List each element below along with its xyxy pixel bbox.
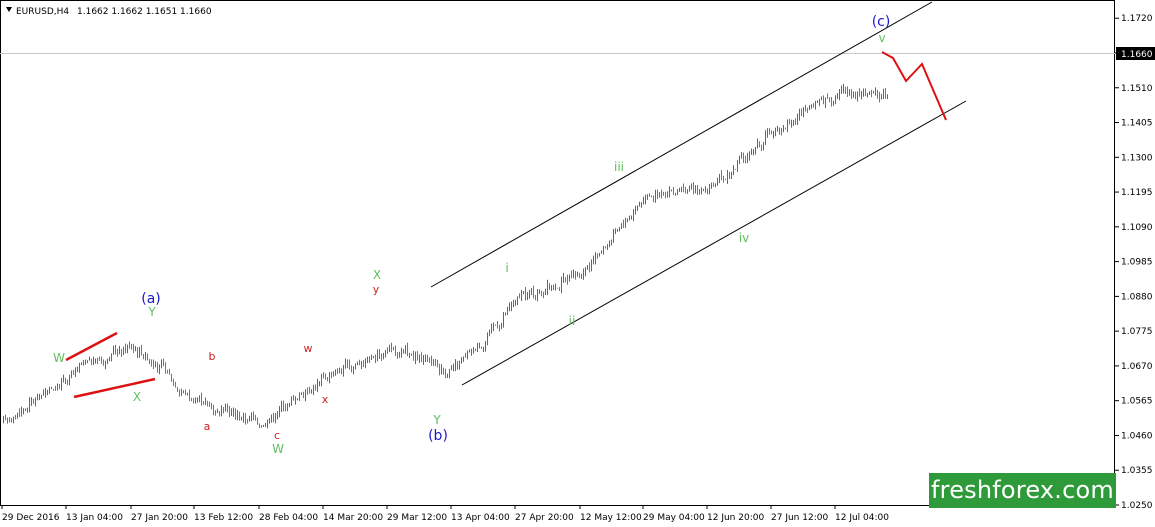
wave-label: v [878, 31, 885, 45]
price-tick-label: 1.1195 [1121, 188, 1153, 198]
time-tick-label: 29 May 04:00 [643, 513, 705, 523]
time-tick-label: 28 Feb 04:00 [259, 513, 318, 523]
wave-label: x [322, 393, 329, 406]
current-price-tag: 1.1660 [1116, 47, 1155, 60]
current-price-box [1116, 47, 1155, 60]
price-tick-label: 1.0880 [1121, 292, 1153, 302]
time-tick-label: 13 Feb 12:00 [194, 513, 253, 523]
wave-label: iii [614, 160, 624, 174]
forecast-path [881, 51, 947, 121]
price-tick-label: 1.1510 [1121, 84, 1153, 94]
price-tick-label: 1.0355 [1121, 466, 1153, 476]
time-tick-label: 29 Mar 12:00 [387, 513, 447, 523]
price-tick-label: 1.0775 [1121, 327, 1153, 337]
overlays [65, 1, 967, 399]
wave-label: W [272, 442, 284, 456]
wave-label: iv [739, 231, 749, 245]
time-tick-label: 29 Dec 2016 [2, 513, 60, 523]
time-tick-label: 27 Jun 12:00 [771, 513, 828, 523]
time-tick-label: 12 Jul 04:00 [835, 513, 889, 523]
time-tick-label: 27 Jan 20:00 [131, 513, 188, 523]
price-tick-label: 1.0460 [1121, 431, 1153, 441]
price-tick-label: 1.0565 [1121, 397, 1153, 407]
plot-frame [0, 0, 1115, 506]
wave-label: b [209, 350, 216, 363]
time-tick-label: 13 Jan 04:00 [66, 513, 123, 523]
wave-label: (c) [872, 14, 891, 30]
time-tick-label: 27 Apr 20:00 [515, 513, 574, 523]
time-tick-label: 13 Apr 04:00 [451, 513, 510, 523]
wave-label: w [304, 342, 313, 355]
price-tick-label: 1.1720 [1121, 14, 1153, 24]
current-price-text: 1.1660 [1121, 50, 1153, 60]
wave-label: c [274, 429, 280, 442]
price-tick-label: 1.0985 [1121, 258, 1153, 268]
triangle-lower-line [73, 377, 156, 399]
wave-label: a [204, 420, 211, 433]
time-tick-label: 12 May 12:00 [580, 513, 642, 523]
price-tick-label: 1.1300 [1121, 153, 1153, 163]
channel-upper-line [430, 1, 933, 288]
time-axis: 29 Dec 2016 13 Jan 04:00 27 Jan 20:00 13 Fe… [1, 505, 889, 523]
wave-label: X [133, 390, 141, 404]
time-tick-label: 12 Jun 20:00 [707, 513, 764, 523]
wave-label: X [373, 268, 381, 282]
ohlc-label: 1.1662 1.1662 1.1651 1.1660 [77, 7, 212, 17]
wave-label: ii [569, 314, 576, 328]
price-tick-label: 1.0670 [1121, 362, 1153, 372]
wave-label: y [373, 283, 380, 296]
brand-logo: freshforex.com [929, 473, 1116, 508]
triangle-upper-line [65, 331, 118, 362]
price-tick-label: 1.0250 [1121, 501, 1153, 511]
triangle-down-icon[interactable] [6, 7, 12, 12]
price-tick-label: 1.1090 [1121, 223, 1153, 233]
wave-label: W [53, 351, 65, 365]
wave-label: Y [147, 305, 156, 319]
header: EURUSD,H4 1.1662 1.1662 1.1651 1.1660 [6, 7, 212, 17]
wave-label: Y [432, 413, 441, 427]
wave-label: i [505, 261, 508, 275]
symbol-label: EURUSD,H4 [16, 7, 69, 17]
price-tick-label: 1.1405 [1121, 119, 1153, 129]
time-tick-label: 14 Mar 20:00 [323, 513, 383, 523]
price-axis: 1.17201.16151.15101.14051.13001.11951.10… [1115, 14, 1153, 511]
candles [3, 83, 888, 429]
wave-label: (b) [428, 428, 448, 444]
wave-label: (a) [141, 291, 161, 307]
channel-lower-line [461, 100, 967, 386]
